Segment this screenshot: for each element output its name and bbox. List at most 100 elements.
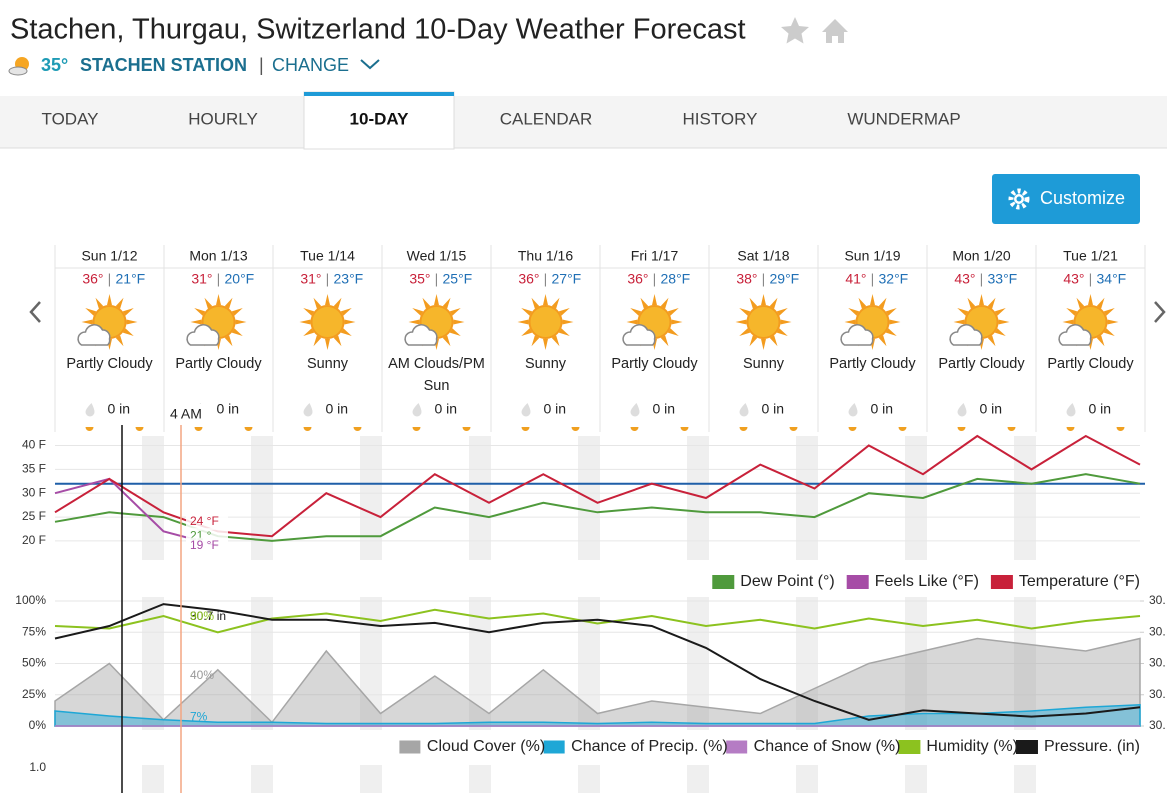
y2-tick-label: 30. [1149,656,1166,670]
condition-box: Sunny [307,356,348,372]
current-temp: 35° [41,55,68,75]
sun-ray [204,297,213,309]
day-precip: 0 in [217,401,240,417]
day-card: Thu 1/16 36° | 27°F Sunny 0 in [490,245,600,432]
night-stripe [1014,765,1036,793]
customize-bg[interactable] [992,174,1140,224]
raindrop-icon [85,403,95,417]
sun-ray [313,297,322,309]
day-date: Sat 1/18 [737,248,789,264]
sun-ray [878,297,887,309]
day-condition: Sunny [742,356,785,372]
sun-ray [224,335,233,347]
sun-ray [449,308,461,316]
raindrop-icon [957,403,967,417]
night-stripe [796,765,818,793]
night-stripe [796,436,818,560]
day-low: 25°F [443,271,473,287]
sun-ray [194,308,206,316]
sun-ray [749,297,758,309]
change-link[interactable]: CHANGE [272,55,349,75]
day-card: Sun 1/19 41° | 32°F Partly Cloudy 0 in [817,245,927,432]
day-precip: 0 in [435,401,458,417]
raindrop-icon [1066,403,1076,417]
sun-ray [106,294,113,306]
sun-ray [521,308,533,316]
customize-label[interactable]: Customize [1040,188,1125,208]
cloud [186,324,220,346]
sunrise-dot [957,427,966,431]
day-low: 33°F [988,271,1018,287]
sun-ray [769,335,778,347]
day-high: 41° [845,271,866,287]
sun-ray [885,328,897,336]
day-header-bg [818,246,927,268]
y-tick-label: 30 F [22,485,46,499]
night-stripe [905,765,927,793]
y-tick-label: 75% [22,624,46,638]
day-precip: 0 in [653,401,676,417]
sun-ray [531,335,540,347]
day-header-bg [927,246,1036,268]
day-card: Tue 1/14 31° | 23°F Sunny 0 in [272,245,382,432]
condition-box: Sunny [525,356,566,372]
y-tick-label: 1.0 [29,760,46,774]
day-high: 43° [1063,271,1084,287]
sun-ray [998,319,1010,325]
sunset-dot [898,427,907,431]
sun-ray [442,297,451,309]
customize-button[interactable]: Customize [992,174,1140,224]
active-tab-accent[interactable] [304,92,454,96]
night-stripe [251,436,273,560]
tab-label[interactable]: CALENDAR [500,109,593,128]
sun-ray [953,319,965,325]
next-arrow[interactable] [1154,301,1166,323]
sun-ray [433,294,440,306]
home-icon[interactable] [822,19,848,43]
sun-ray [299,319,311,325]
day-condition: AM Clouds/PM Sun [388,356,485,394]
day-low: 32°F [879,271,909,287]
tabs: TODAY HOURLY 10-DAY CALENDAR HISTORY WUNDERMA… [42,91,961,150]
sun-ray [1103,308,1115,316]
change-chevron[interactable] [360,59,380,70]
day-precip: 0 in [544,401,567,417]
page-title: Stachen, Thurgau, Switzerland 10-Day Wea… [10,14,746,46]
sun-ray [749,335,758,347]
night-stripe [142,436,164,560]
tab-label[interactable]: TODAY [42,109,99,128]
raindrop-icon [521,403,531,417]
cloud [949,324,983,346]
sun-ray [651,294,658,306]
day-low: 28°F [661,271,691,287]
night-stripe [360,765,382,793]
sun-ray [517,319,529,325]
legend-label: Temperature (°F) [1019,573,1140,590]
tab-label[interactable]: HOURLY [188,109,258,128]
legend-label: Feels Like (°F) [875,573,979,590]
night-stripe [687,436,709,560]
sun-ray [551,335,560,347]
sun-ray [844,319,856,325]
sun-ray [667,328,679,336]
day-header-bg [273,246,382,268]
sun-ray [987,335,996,347]
sun-ray [987,297,996,309]
sun-ray [231,308,243,316]
sunrise-dot [739,427,748,431]
tab-label[interactable]: WUNDERMAP [847,109,960,128]
sun-ray [626,319,638,325]
sun-ray [224,297,233,309]
sun-ray [957,308,969,316]
sun-ray [885,308,897,316]
station-name: STACHEN STATION [80,55,247,75]
prev-arrow[interactable] [29,301,41,323]
sun-ray [324,338,331,350]
sun-disc [528,305,563,339]
tab-label[interactable]: 10-DAY [350,109,410,128]
tab-label[interactable]: HISTORY [683,109,758,128]
day-low: 27°F [552,271,582,287]
favorite-star[interactable] [781,17,809,44]
